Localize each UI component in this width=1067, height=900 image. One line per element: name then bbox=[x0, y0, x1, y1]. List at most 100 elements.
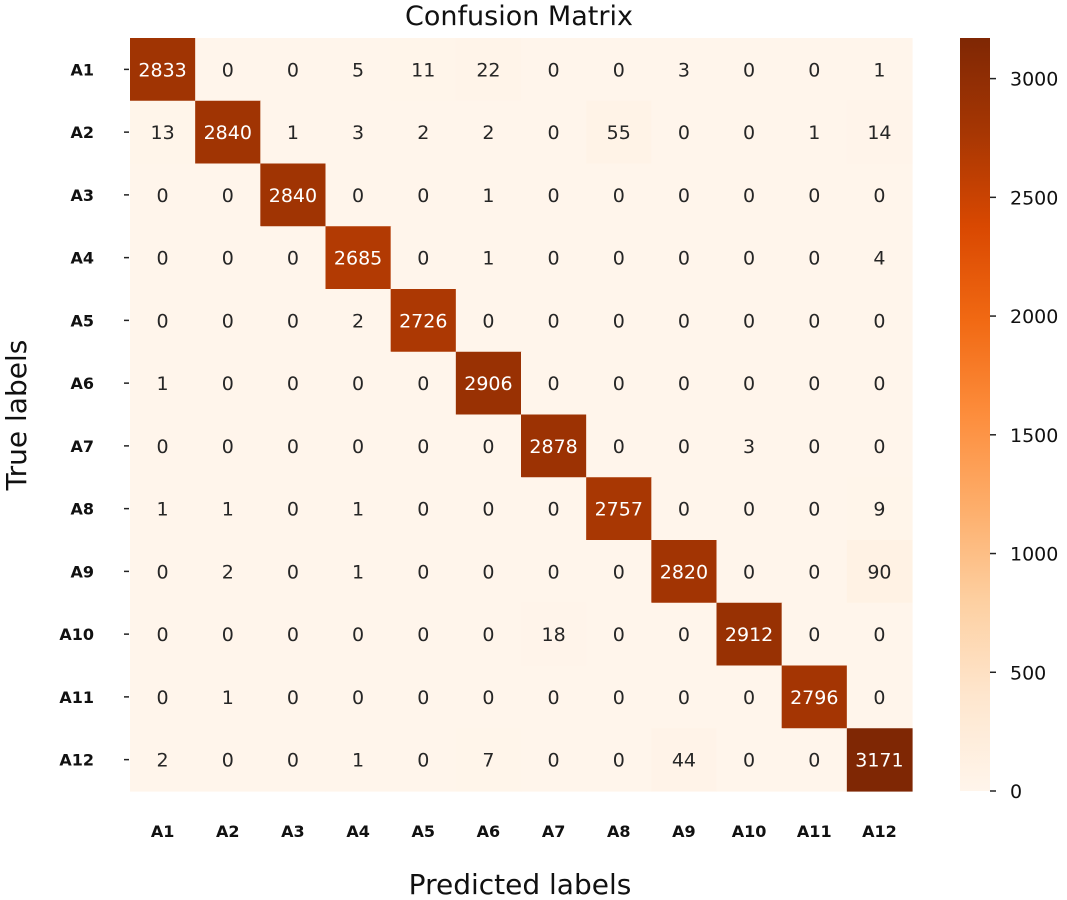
y-tick-label-A11: A11 bbox=[59, 688, 94, 707]
cell-A11-A1 bbox=[130, 665, 196, 729]
cell-label-A2-A2: 2840 bbox=[204, 122, 252, 144]
cell-label-A1-A11: 0 bbox=[808, 59, 820, 81]
cell-A8-A5 bbox=[390, 477, 457, 541]
cell-A7-A11 bbox=[781, 414, 848, 478]
colorbar-tick-label-3000: 3000 bbox=[1010, 69, 1058, 91]
cell-A2-A4 bbox=[325, 100, 392, 165]
cell-A11-A2 bbox=[195, 665, 261, 729]
cell-label-A5-A10: 0 bbox=[743, 310, 755, 332]
cell-A2-A1 bbox=[130, 100, 196, 165]
cell-A9-A10 bbox=[716, 540, 783, 604]
cell-A7-A4 bbox=[325, 414, 392, 478]
cell-label-A7-A5: 0 bbox=[417, 436, 429, 458]
colorbar-tick-label-1500: 1500 bbox=[1010, 425, 1058, 447]
cell-label-A2-A11: 1 bbox=[808, 122, 820, 144]
cell-label-A11-A2: 1 bbox=[222, 687, 234, 709]
cell-label-A5-A8: 0 bbox=[613, 310, 625, 332]
cell-label-A11-A6: 0 bbox=[482, 687, 494, 709]
cell-label-A11-A11: 2796 bbox=[790, 687, 838, 709]
cell-label-A3-A9: 0 bbox=[678, 185, 690, 207]
cell-label-A6-A4: 0 bbox=[352, 373, 364, 395]
x-tick-label-A6: A6 bbox=[477, 822, 501, 841]
cell-A6-A2 bbox=[195, 351, 261, 416]
cell-label-A2-A7: 0 bbox=[548, 122, 560, 144]
cell-A4-A4 bbox=[325, 226, 392, 290]
y-tick-label-A7: A7 bbox=[70, 437, 94, 456]
cell-label-A3-A2: 0 bbox=[222, 185, 234, 207]
cell-label-A4-A6: 1 bbox=[482, 248, 494, 270]
cell-label-A3-A5: 0 bbox=[417, 185, 429, 207]
x-tick-label-A4: A4 bbox=[346, 822, 370, 841]
cell-label-A7-A4: 0 bbox=[352, 436, 364, 458]
cell-A12-A1 bbox=[130, 728, 196, 792]
cell-A12-A4 bbox=[325, 728, 392, 792]
cell-A8-A3 bbox=[260, 477, 327, 541]
cell-label-A12-A11: 0 bbox=[808, 750, 820, 772]
cell-label-A11-A12: 0 bbox=[873, 687, 885, 709]
cell-A9-A5 bbox=[390, 540, 457, 604]
cell-A4-A2 bbox=[195, 226, 261, 290]
colorbar-tick-label-1000: 1000 bbox=[1010, 544, 1058, 566]
cell-label-A5-A11: 0 bbox=[808, 310, 820, 332]
cell-A2-A2 bbox=[195, 100, 261, 165]
cell-A4-A3 bbox=[260, 226, 327, 290]
cell-label-A8-A3: 0 bbox=[287, 499, 299, 521]
cell-A11-A6 bbox=[455, 665, 522, 729]
cell-A11-A8 bbox=[586, 665, 652, 729]
cell-A4-A12 bbox=[846, 226, 913, 290]
cell-A6-A10 bbox=[716, 351, 783, 416]
colorbar-tick-label-0: 0 bbox=[1010, 781, 1022, 803]
cell-label-A9-A12: 90 bbox=[867, 561, 891, 583]
cell-A12-A2 bbox=[195, 728, 261, 792]
cell-label-A7-A10: 3 bbox=[743, 436, 755, 458]
cell-label-A5-A1: 0 bbox=[157, 310, 169, 332]
cell-label-A1-A9: 3 bbox=[678, 59, 690, 81]
y-tick-label-A12: A12 bbox=[59, 751, 94, 770]
cell-label-A9-A1: 0 bbox=[157, 561, 169, 583]
cell-A7-A8 bbox=[586, 414, 652, 478]
cell-label-A4-A3: 0 bbox=[287, 248, 299, 270]
cell-label-A3-A7: 0 bbox=[548, 185, 560, 207]
cell-A3-A3 bbox=[260, 163, 327, 227]
cell-label-A7-A8: 0 bbox=[613, 436, 625, 458]
cell-A6-A6 bbox=[455, 351, 522, 416]
cell-label-A1-A3: 0 bbox=[287, 59, 299, 81]
cell-A6-A1 bbox=[130, 351, 196, 416]
colorbar-tick-label-2500: 2500 bbox=[1010, 187, 1058, 209]
cell-label-A11-A1: 0 bbox=[157, 687, 169, 709]
cell-A5-A12 bbox=[846, 289, 913, 353]
cell-label-A10-A7: 18 bbox=[541, 624, 565, 646]
cell-label-A4-A8: 0 bbox=[613, 248, 625, 270]
cell-A2-A5 bbox=[390, 100, 457, 165]
cell-A4-A10 bbox=[716, 226, 783, 290]
cell-A1-A9 bbox=[651, 38, 718, 102]
cell-label-A12-A1: 2 bbox=[157, 750, 169, 772]
cell-A11-A7 bbox=[521, 665, 587, 729]
cell-A9-A6 bbox=[455, 540, 522, 604]
cell-label-A5-A5: 2726 bbox=[399, 310, 447, 332]
cell-A10-A11 bbox=[781, 602, 848, 667]
cell-A8-A4 bbox=[325, 477, 392, 541]
colorbar-tick-label-500: 500 bbox=[1010, 662, 1046, 684]
cell-A2-A10 bbox=[716, 100, 783, 165]
cell-A3-A8 bbox=[586, 163, 652, 227]
x-tick-label-A7: A7 bbox=[542, 822, 566, 841]
cell-A5-A7 bbox=[521, 289, 587, 353]
cell-A9-A3 bbox=[260, 540, 327, 604]
x-tick-label-A5: A5 bbox=[411, 822, 435, 841]
chart-title: Confusion Matrix bbox=[405, 1, 633, 32]
cell-A5-A9 bbox=[651, 289, 718, 353]
cell-label-A11-A10: 0 bbox=[743, 687, 755, 709]
cell-label-A9-A9: 2820 bbox=[660, 561, 708, 583]
cell-label-A10-A3: 0 bbox=[287, 624, 299, 646]
cell-label-A9-A3: 0 bbox=[287, 561, 299, 583]
cell-A12-A10 bbox=[716, 728, 783, 792]
cell-label-A4-A12: 4 bbox=[873, 248, 885, 270]
cell-label-A2-A3: 1 bbox=[287, 122, 299, 144]
cell-label-A1-A10: 0 bbox=[743, 59, 755, 81]
cell-label-A3-A12: 0 bbox=[873, 185, 885, 207]
cell-label-A12-A4: 1 bbox=[352, 750, 364, 772]
cell-A7-A5 bbox=[390, 414, 457, 478]
cell-label-A10-A6: 0 bbox=[482, 624, 494, 646]
